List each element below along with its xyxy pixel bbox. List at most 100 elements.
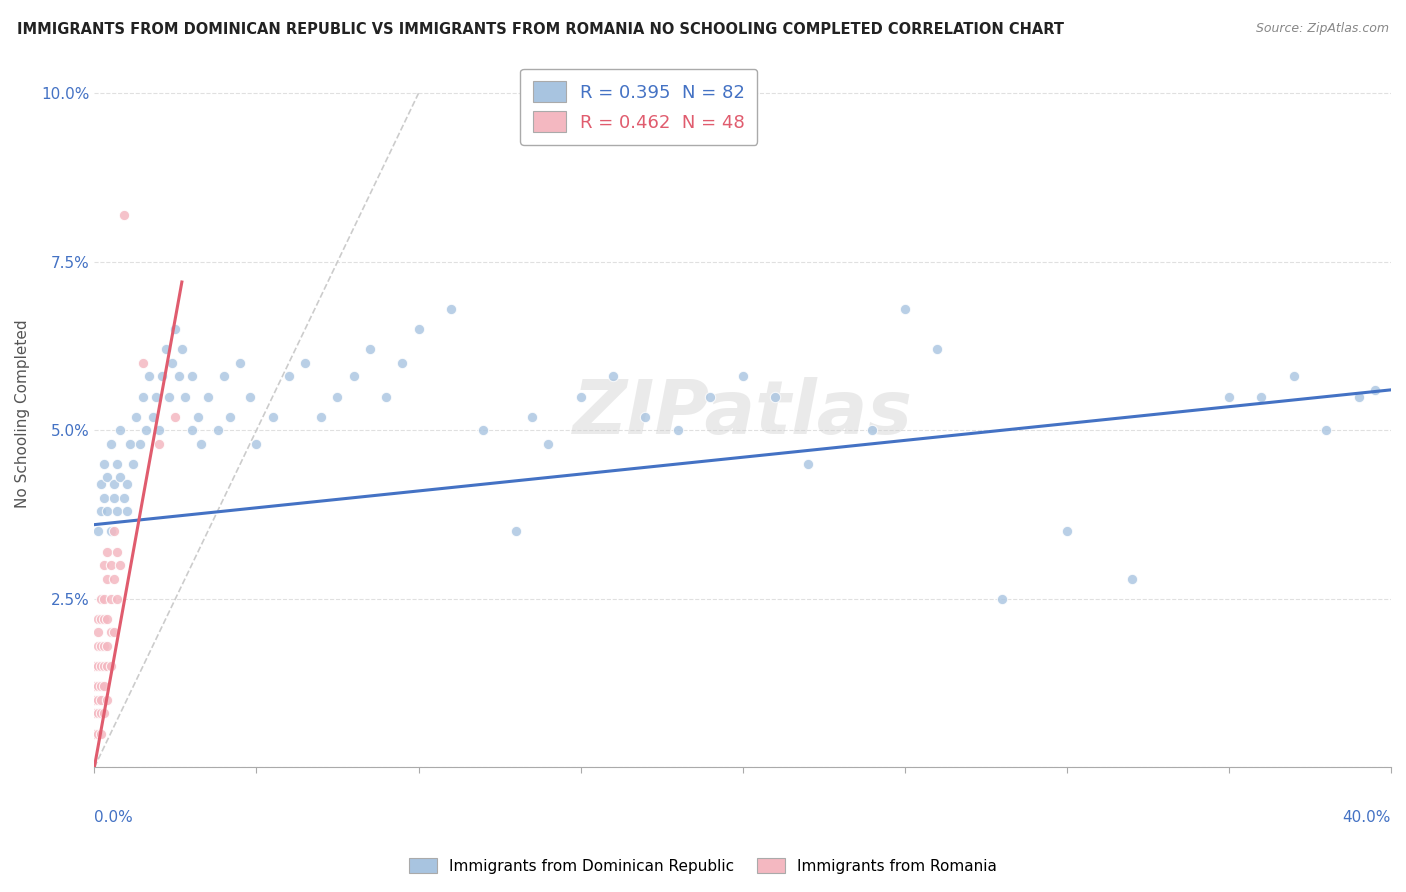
Point (93, 591, 115, 606)
Point (90, 679, 112, 693)
Point (138, 369, 160, 384)
Point (112, 491, 135, 505)
Point (229, 356, 252, 370)
Point (219, 409, 242, 424)
Point (1347, 390, 1369, 404)
Point (602, 369, 624, 384)
Point (103, 572, 125, 586)
Point (93, 639, 115, 653)
Point (152, 369, 174, 384)
Point (90, 659, 112, 673)
Point (245, 436, 267, 450)
Point (142, 409, 165, 424)
Point (148, 423, 170, 437)
Point (359, 343, 381, 357)
Point (100, 524, 122, 539)
Point (145, 390, 167, 404)
Point (1218, 390, 1240, 404)
Point (1250, 390, 1272, 404)
Point (180, 423, 202, 437)
Point (86, 612, 108, 626)
Point (212, 369, 235, 384)
Point (96, 504, 118, 518)
Point (197, 390, 219, 404)
Point (731, 369, 754, 384)
Point (294, 356, 316, 370)
Point (86, 726, 108, 740)
Point (90, 639, 112, 653)
Point (165, 322, 187, 336)
Point (165, 409, 187, 424)
Point (1121, 572, 1143, 586)
Point (239, 390, 262, 404)
Point (170, 343, 193, 357)
Text: 40.0%: 40.0% (1343, 810, 1391, 825)
Point (569, 390, 592, 404)
Point (86, 659, 108, 673)
Point (86, 679, 108, 693)
Point (537, 436, 560, 450)
Point (505, 524, 527, 539)
Point (93, 679, 115, 693)
Point (100, 558, 122, 572)
Point (634, 409, 657, 424)
Point (927, 343, 949, 357)
Point (262, 409, 284, 424)
Point (187, 409, 209, 424)
Point (90, 706, 112, 721)
Point (135, 423, 157, 437)
Point (96, 612, 118, 626)
Point (110, 470, 132, 484)
Point (90, 612, 112, 626)
Point (277, 369, 299, 384)
Point (112, 208, 135, 222)
Point (343, 369, 366, 384)
Point (699, 390, 721, 404)
Point (93, 457, 115, 471)
Point (763, 390, 786, 404)
Point (93, 659, 115, 673)
Point (86, 693, 108, 707)
Point (520, 409, 543, 424)
Point (90, 504, 112, 518)
Point (190, 436, 212, 450)
Point (83, 659, 105, 673)
Point (105, 591, 128, 606)
Point (860, 423, 883, 437)
Point (83, 726, 105, 740)
Point (86, 639, 108, 653)
Point (148, 436, 170, 450)
Point (180, 369, 202, 384)
Point (1282, 369, 1305, 384)
Point (118, 436, 141, 450)
Point (122, 457, 145, 471)
Point (90, 591, 112, 606)
Point (991, 591, 1014, 606)
Text: 0.0%: 0.0% (94, 810, 134, 825)
Point (93, 558, 115, 572)
Point (440, 301, 463, 316)
Point (105, 457, 128, 471)
Point (1364, 383, 1386, 397)
Point (96, 693, 118, 707)
Point (100, 591, 122, 606)
Point (96, 470, 118, 484)
Text: Source: ZipAtlas.com: Source: ZipAtlas.com (1256, 22, 1389, 36)
Y-axis label: No Schooling Completed: No Schooling Completed (15, 319, 30, 508)
Text: IMMIGRANTS FROM DOMINICAN REPUBLIC VS IMMIGRANTS FROM ROMANIA NO SCHOOLING COMPL: IMMIGRANTS FROM DOMINICAN REPUBLIC VS IM… (17, 22, 1064, 37)
Point (115, 504, 138, 518)
Point (83, 679, 105, 693)
Legend: Immigrants from Dominican Republic, Immigrants from Romania: Immigrants from Dominican Republic, Immi… (404, 852, 1002, 880)
Point (90, 477, 112, 491)
Point (96, 639, 118, 653)
Point (110, 558, 132, 572)
Point (157, 390, 180, 404)
Point (100, 659, 122, 673)
Point (309, 409, 332, 424)
Point (105, 544, 128, 558)
Text: ZIPatlas: ZIPatlas (572, 377, 912, 450)
Point (110, 423, 132, 437)
Point (100, 436, 122, 450)
Point (93, 612, 115, 626)
Point (132, 390, 155, 404)
